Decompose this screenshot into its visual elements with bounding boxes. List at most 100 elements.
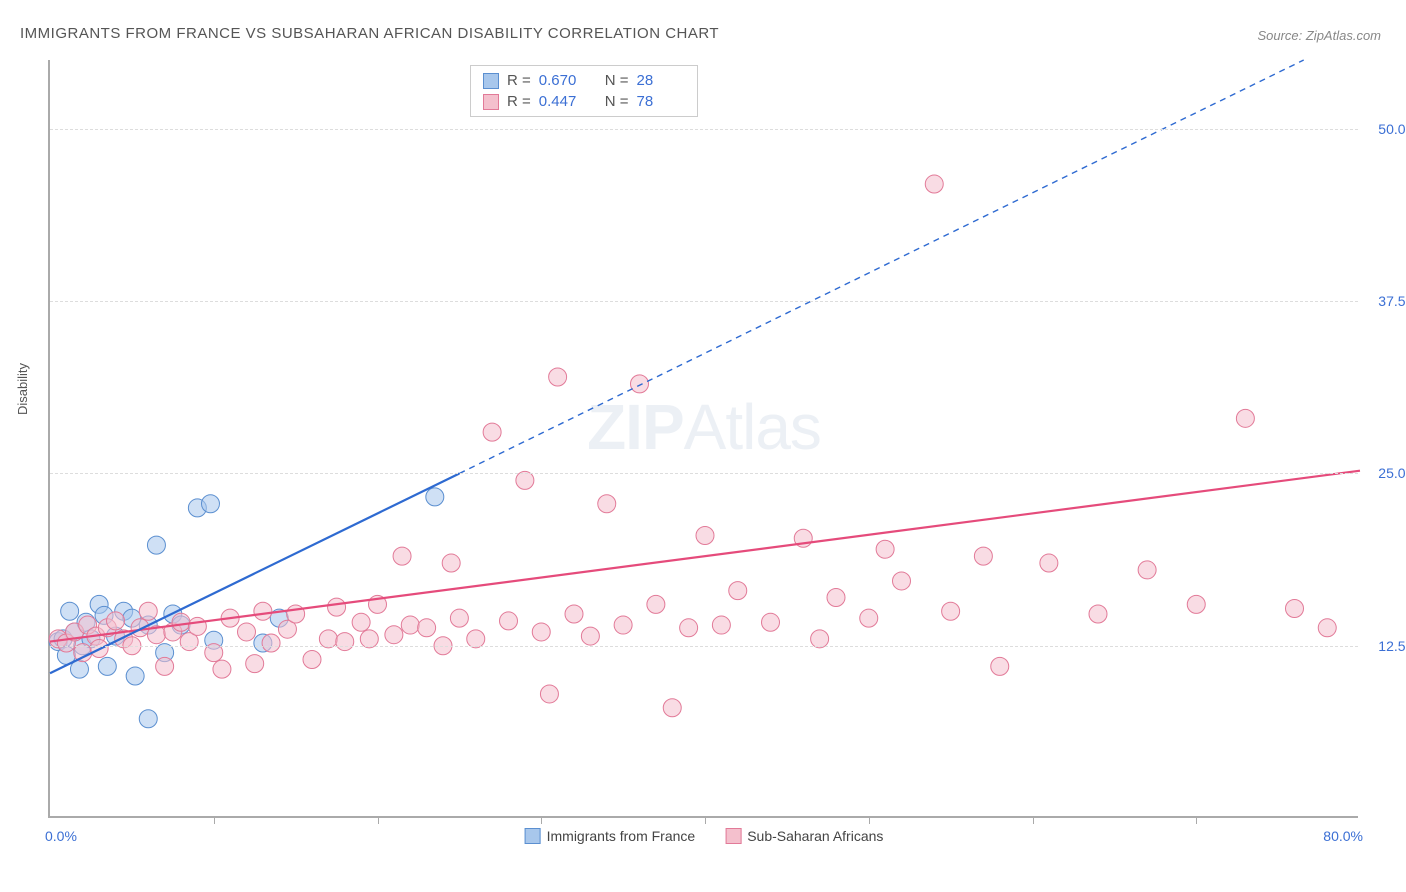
legend-label-france: Immigrants from France: [547, 828, 696, 844]
data-point-subsaharan: [663, 699, 681, 717]
gridline-h: [50, 646, 1358, 647]
legend-item-subsaharan: Sub-Saharan Africans: [725, 828, 883, 844]
data-point-france: [201, 495, 219, 513]
stat-r-label: R =: [507, 93, 531, 110]
x-tick: [1033, 816, 1034, 824]
data-point-subsaharan: [107, 612, 125, 630]
x-tick: [1196, 816, 1197, 824]
data-point-subsaharan: [631, 375, 649, 393]
data-point-subsaharan: [303, 651, 321, 669]
data-point-subsaharan: [262, 634, 280, 652]
data-point-subsaharan: [246, 655, 264, 673]
data-point-subsaharan: [762, 613, 780, 631]
legend-item-france: Immigrants from France: [525, 828, 696, 844]
y-tick-label: 25.0%: [1363, 465, 1406, 481]
plot-area: ZIPAtlas R = 0.670 N = 28 R = 0.447 N = …: [48, 60, 1358, 818]
x-axis-min-label: 0.0%: [45, 828, 77, 844]
data-point-subsaharan: [393, 547, 411, 565]
data-point-subsaharan: [827, 588, 845, 606]
y-tick-label: 37.5%: [1363, 293, 1406, 309]
data-point-france: [426, 488, 444, 506]
x-tick: [869, 816, 870, 824]
data-point-subsaharan: [991, 657, 1009, 675]
data-point-subsaharan: [213, 660, 231, 678]
stats-row-france: R = 0.670 N = 28: [483, 70, 685, 91]
data-point-subsaharan: [893, 572, 911, 590]
stat-r-subsaharan: 0.447: [539, 93, 587, 110]
x-axis-max-label: 80.0%: [1323, 828, 1363, 844]
trendline-france-dashed: [459, 60, 1303, 473]
chart-svg: [50, 60, 1358, 816]
data-point-subsaharan: [925, 175, 943, 193]
y-tick-label: 50.0%: [1363, 121, 1406, 137]
data-point-subsaharan: [1236, 409, 1254, 427]
data-point-subsaharan: [712, 616, 730, 634]
swatch-france: [483, 73, 499, 89]
data-point-subsaharan: [1089, 605, 1107, 623]
data-point-subsaharan: [131, 619, 149, 637]
data-point-subsaharan: [139, 602, 157, 620]
x-tick: [214, 816, 215, 824]
data-point-subsaharan: [336, 633, 354, 651]
stat-n-france: 28: [637, 72, 685, 89]
data-point-subsaharan: [1040, 554, 1058, 572]
legend-label-subsaharan: Sub-Saharan Africans: [747, 828, 883, 844]
data-point-subsaharan: [385, 626, 403, 644]
gridline-h: [50, 473, 1358, 474]
data-point-subsaharan: [352, 613, 370, 631]
data-point-subsaharan: [614, 616, 632, 634]
data-point-subsaharan: [418, 619, 436, 637]
gridline-h: [50, 129, 1358, 130]
stats-row-subsaharan: R = 0.447 N = 78: [483, 91, 685, 112]
trendline-subsaharan: [50, 471, 1360, 642]
data-point-france: [126, 667, 144, 685]
stat-n-label: N =: [605, 93, 629, 110]
x-tick: [378, 816, 379, 824]
data-point-subsaharan: [540, 685, 558, 703]
data-point-subsaharan: [500, 612, 518, 630]
data-point-subsaharan: [729, 582, 747, 600]
chart-title: IMMIGRANTS FROM FRANCE VS SUBSAHARAN AFR…: [20, 25, 719, 42]
data-point-subsaharan: [1138, 561, 1156, 579]
swatch-subsaharan: [483, 94, 499, 110]
data-point-subsaharan: [1318, 619, 1336, 637]
y-tick-label: 12.5%: [1363, 638, 1406, 654]
data-point-subsaharan: [1286, 600, 1304, 618]
stat-r-label: R =: [507, 72, 531, 89]
data-point-subsaharan: [238, 623, 256, 641]
data-point-subsaharan: [1187, 595, 1205, 613]
bottom-legend: Immigrants from France Sub-Saharan Afric…: [525, 828, 884, 844]
data-point-subsaharan: [647, 595, 665, 613]
data-point-subsaharan: [942, 602, 960, 620]
y-axis-title: Disability: [15, 363, 30, 415]
data-point-subsaharan: [401, 616, 419, 634]
data-point-subsaharan: [876, 540, 894, 558]
x-tick: [705, 816, 706, 824]
legend-swatch-subsaharan: [725, 828, 741, 844]
data-point-france: [147, 536, 165, 554]
data-point-subsaharan: [696, 526, 714, 544]
data-point-france: [139, 710, 157, 728]
stat-r-france: 0.670: [539, 72, 587, 89]
gridline-h: [50, 301, 1358, 302]
data-point-france: [61, 602, 79, 620]
data-point-subsaharan: [442, 554, 460, 572]
stats-legend-box: R = 0.670 N = 28 R = 0.447 N = 78: [470, 65, 698, 117]
data-point-subsaharan: [328, 598, 346, 616]
stat-n-label: N =: [605, 72, 629, 89]
data-point-subsaharan: [156, 657, 174, 675]
data-point-subsaharan: [188, 617, 206, 635]
stat-n-subsaharan: 78: [637, 93, 685, 110]
data-point-subsaharan: [483, 423, 501, 441]
data-point-subsaharan: [565, 605, 583, 623]
data-point-subsaharan: [680, 619, 698, 637]
data-point-subsaharan: [974, 547, 992, 565]
data-point-subsaharan: [598, 495, 616, 513]
data-point-subsaharan: [549, 368, 567, 386]
x-tick: [541, 816, 542, 824]
data-point-france: [98, 657, 116, 675]
legend-swatch-france: [525, 828, 541, 844]
data-point-subsaharan: [532, 623, 550, 641]
data-point-subsaharan: [172, 613, 190, 631]
source-attribution: Source: ZipAtlas.com: [1257, 28, 1381, 43]
